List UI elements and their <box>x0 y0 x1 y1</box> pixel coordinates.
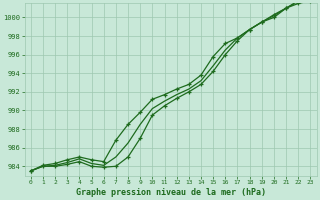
X-axis label: Graphe pression niveau de la mer (hPa): Graphe pression niveau de la mer (hPa) <box>76 188 266 197</box>
